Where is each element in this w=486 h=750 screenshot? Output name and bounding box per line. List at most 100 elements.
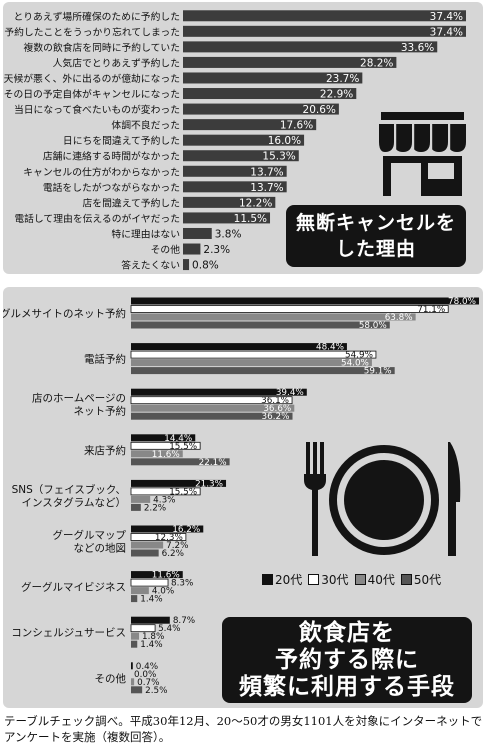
reason-bar [183,25,466,37]
fork-plate-knife-icon [304,442,461,556]
method-bar [131,479,227,487]
method-value-label: 1.4% [140,595,162,605]
method-bar [131,434,196,442]
method-bar [131,404,295,412]
legend-label: 40代 [367,573,395,587]
method-value-label: 15.5% [169,487,197,497]
method-bar [131,297,479,305]
reason-label: 日にちを間違えて予約した [63,134,180,147]
method-value-label: 12.3% [155,533,183,543]
no-show-reasons-chart: とりあえず場所確保のために予約した 37.4% 予約したことをうっかり忘れてしまった… [4,10,466,272]
reasons-title-line-1: 無断キャンセルを [295,212,456,234]
method-value-label: 16.2% [172,525,200,535]
reason-label: 店を間違えて予約した [83,196,180,209]
method-value-label: 2.5% [145,686,167,696]
legend-label: 50代 [413,573,442,587]
method-bar [131,495,151,503]
reason-value-label: 2.3% [203,244,230,256]
method-value-label: 11.6% [152,571,180,581]
reason-label: その日の予定自体がキャンセルになった [4,88,180,101]
method-value-label: 63.8% [385,313,413,323]
reason-bar [183,259,190,271]
reason-value-label: 33.6% [401,42,434,54]
method-bar [131,549,159,557]
method-value-label: 59.1% [364,367,392,377]
method-bar [131,343,347,351]
legend-item: 50代 [400,571,442,588]
legend-label: 20代 [275,573,303,587]
method-bar [131,503,141,511]
reason-value-label: 17.6% [280,120,313,132]
method-bar [130,396,293,405]
method-value-label: 8.3% [171,579,193,589]
legend-swatch [262,574,273,585]
method-label: 店のホームページの [32,392,126,405]
reason-label: その他 [151,243,181,256]
reason-value-label: 3.8% [215,228,242,240]
reason-bar [183,72,363,84]
legend-item: 40代 [354,571,395,588]
reason-label: 人気店でとりあえず予約した [53,56,180,69]
method-value-label: 22.1% [199,458,227,468]
method-label: 来店予約 [84,444,126,457]
method-value-label: 6.2% [162,549,184,559]
reason-value-label: 20.6% [303,104,336,116]
reason-label: 当日になって食べたいものが変わった [14,103,180,116]
method-bar [131,662,133,670]
method-bar [131,359,372,367]
method-bar [131,595,138,603]
legend-item: 20代 [262,571,302,588]
method-value-label: 5.4% [158,624,180,634]
legend-swatch [308,574,320,585]
method-value-label: 4.3% [153,495,175,505]
reason-value-label: 13.7% [250,166,283,178]
reason-bar [183,196,276,208]
method-bar [131,321,390,329]
reason-value-label: 16.0% [268,135,301,147]
legend-label: 30代 [321,573,349,587]
method-bar [131,412,293,420]
reason-label: 特に理由はない [111,227,180,240]
legend-swatch [400,574,412,585]
method-label: グーグルマイビジネス [21,581,126,594]
method-bar [131,367,395,375]
method-value-label: 21.3% [195,479,223,489]
method-bar [131,616,170,624]
methods-title-line-2: 予約する際に [275,647,419,673]
method-value-label: 11.6% [152,450,180,460]
method-label: ネット予約 [74,405,127,418]
method-value-label: 78.0% [448,297,476,307]
method-bar [131,458,230,466]
method-bar [130,533,187,541]
legend-swatch [354,574,366,585]
method-value-label: 4.0% [152,587,174,597]
method-label: コンシェルジュサービス [11,627,126,639]
storefront-icon [379,112,466,196]
reason-label: 答えたくない [121,259,180,272]
reasons-title: 無断キャンセルを した理由 [286,205,466,267]
method-value-label: 1.8% [142,632,164,642]
reason-label: 体調不良だった [111,119,180,132]
method-value-label: 36.1% [261,396,289,406]
reasons-title-line-2: した理由 [335,238,416,260]
reason-value-label: 11.5% [234,213,267,225]
reason-value-label: 37.4% [430,11,463,23]
reason-bar [183,134,305,146]
reason-value-label: 12.2% [239,197,272,209]
method-value-label: 0.7% [137,678,159,688]
reason-label: 店舗に連絡する時間がなかった [43,150,180,163]
method-value-label: 1.4% [140,640,162,650]
method-value-label: 39.4% [276,388,304,398]
method-bar [131,686,143,694]
reason-bar [183,227,212,239]
chart-legend: 20代 30代 40代 50代 [262,571,482,588]
method-bar [131,388,307,396]
method-label: インスタグラムなど） [22,496,126,509]
reason-value-label: 13.7% [250,182,283,194]
methods-title-line-1: 飲食店を [299,620,395,646]
method-value-label: 36.2% [262,412,290,422]
method-bar [130,578,169,587]
method-value-label: 14.4% [164,434,192,444]
method-bar [131,525,204,533]
method-label: 電話予約 [84,353,126,366]
